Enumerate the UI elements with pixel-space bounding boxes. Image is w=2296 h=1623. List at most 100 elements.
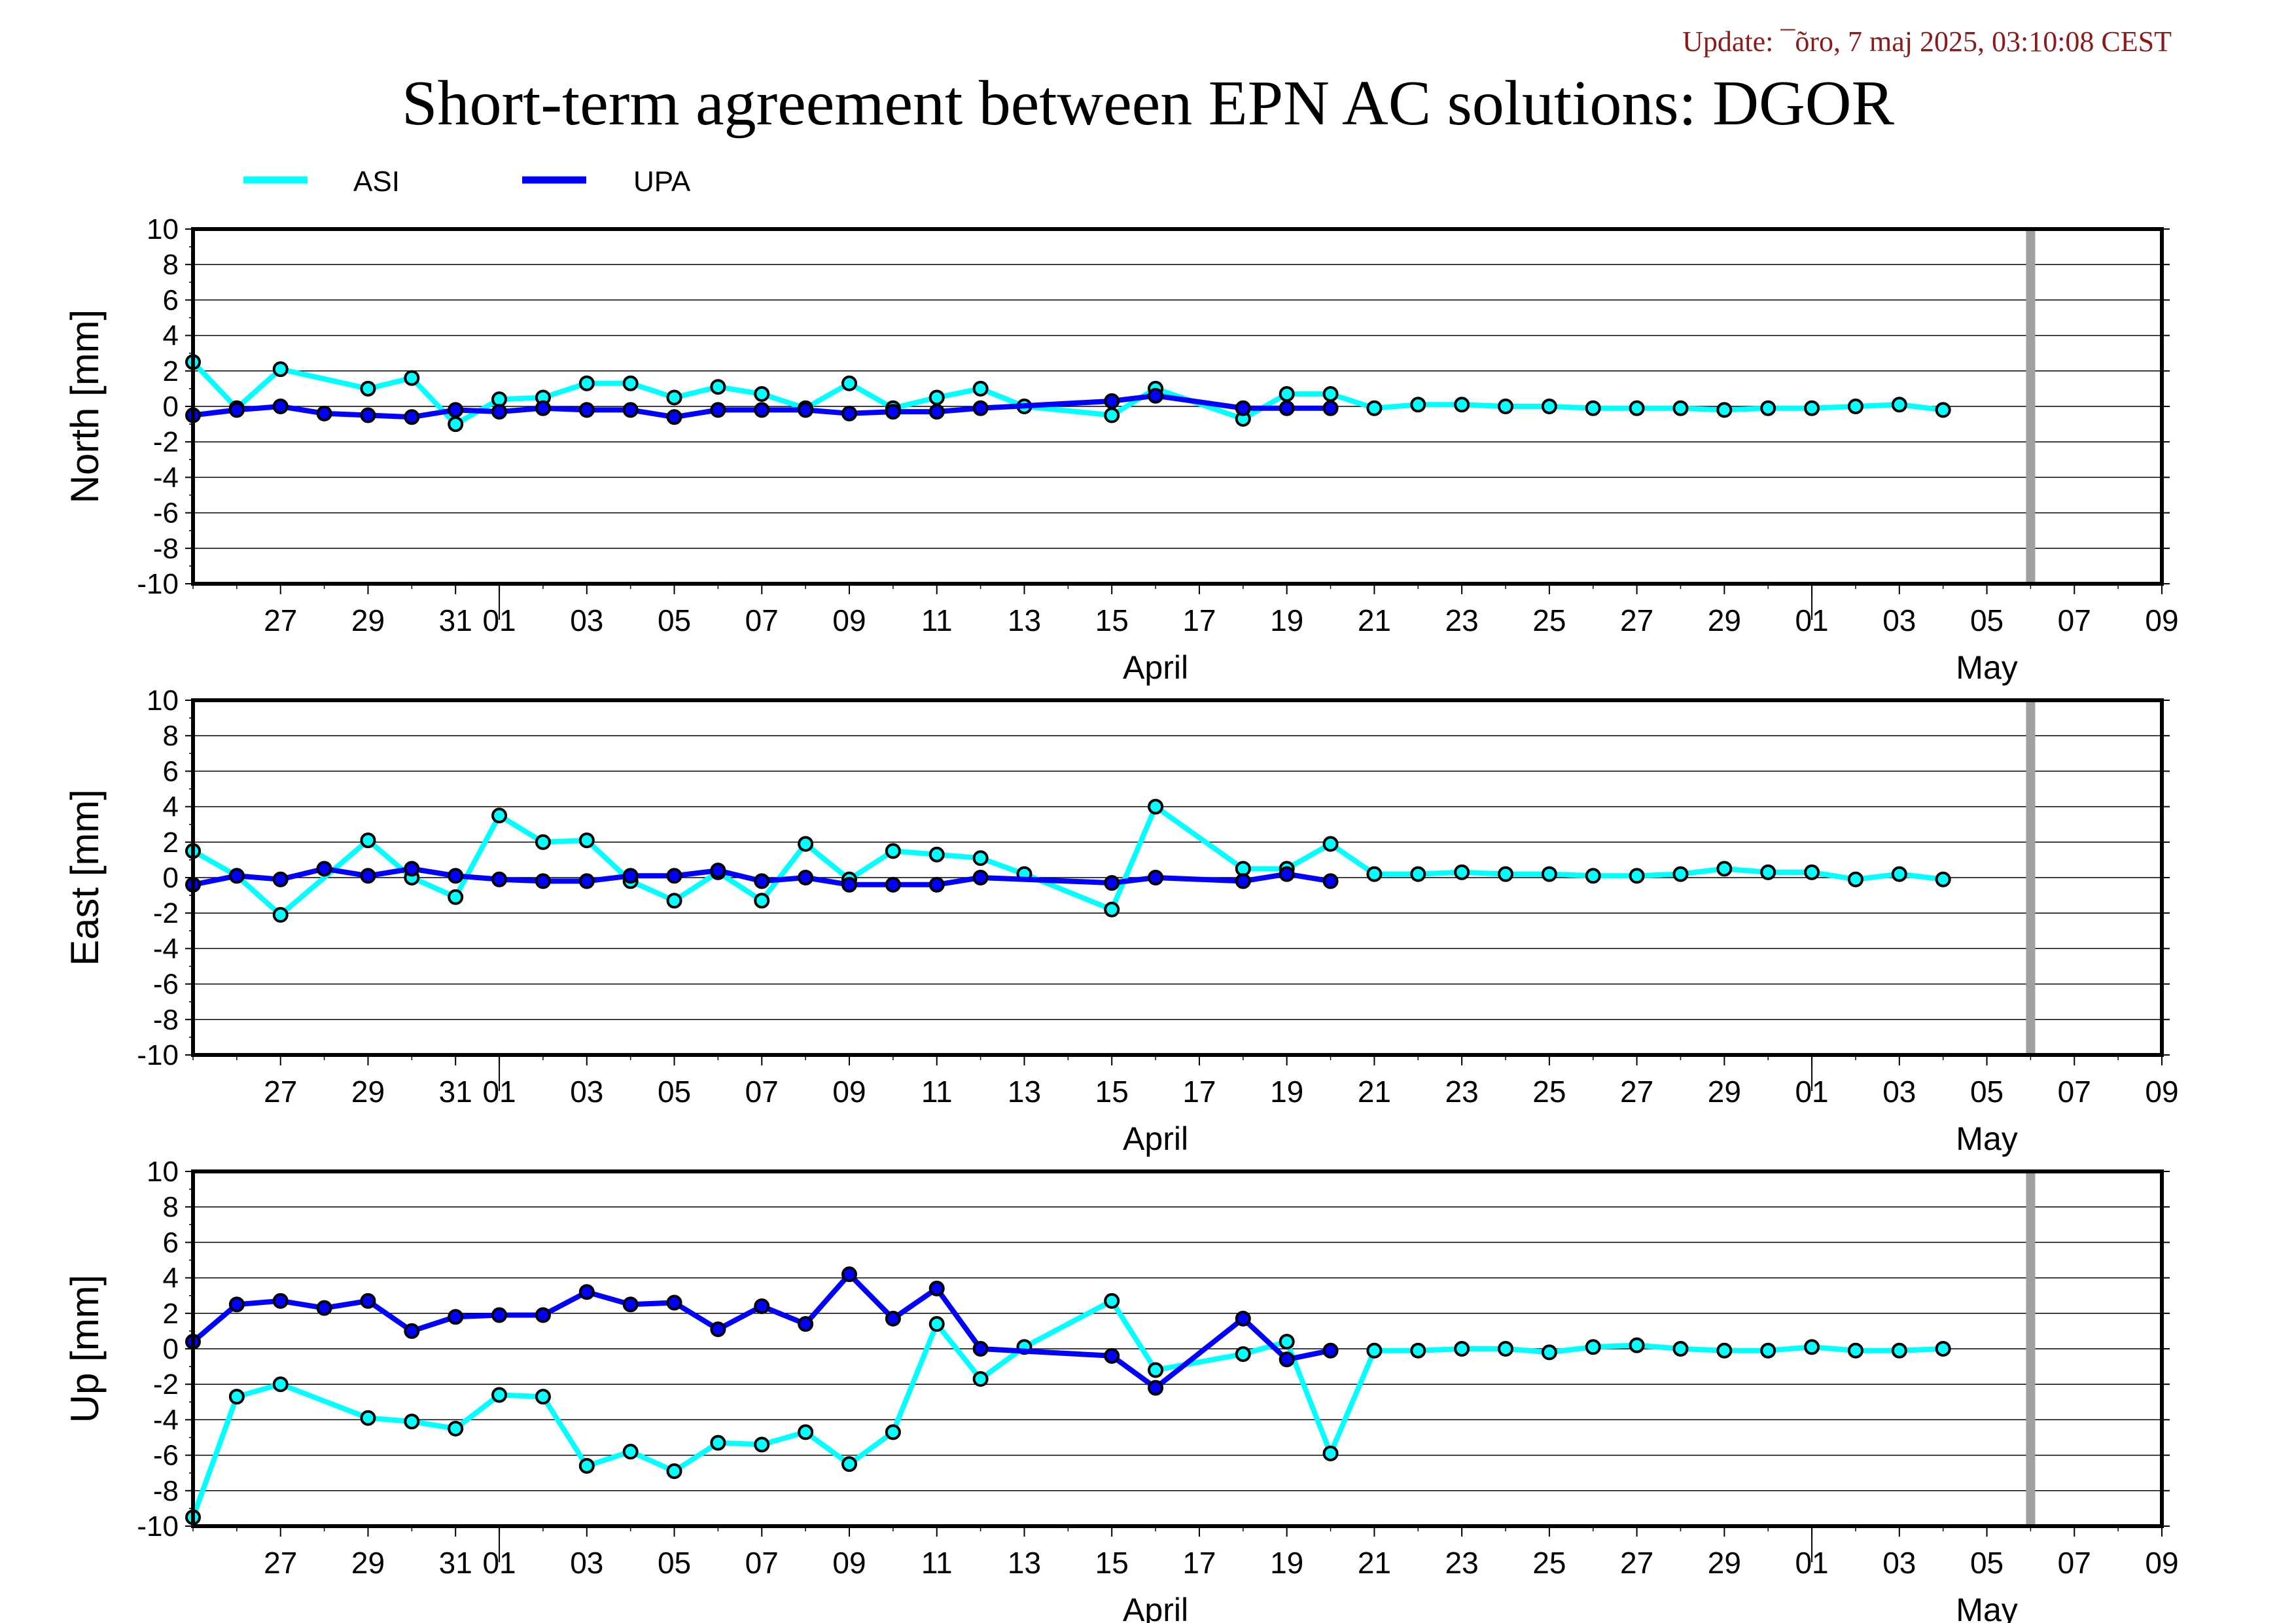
data-point-upa: [972, 870, 989, 885]
data-point-upa: [710, 1321, 726, 1338]
x-tick-label: 29: [1708, 603, 1741, 637]
y-tick-label: 4: [163, 320, 179, 352]
data-point-asi: [1847, 399, 1863, 414]
data-point-asi: [272, 361, 289, 378]
data-point-upa: [448, 868, 464, 884]
data-point-upa: [1148, 870, 1164, 885]
x-tick-label: 27: [264, 1546, 297, 1580]
data-point-upa: [404, 409, 420, 425]
data-point-upa: [841, 1266, 857, 1283]
data-point-asi: [1366, 400, 1383, 416]
data-point-upa: [841, 405, 857, 421]
x-tick-label: 05: [658, 1546, 691, 1580]
data-point-asi: [448, 416, 464, 433]
data-point-asi: [1935, 1341, 1951, 1357]
x-tick-label: 07: [745, 1075, 779, 1109]
x-tick-label: 27: [264, 1075, 297, 1109]
x-tick-label: 09: [2145, 1546, 2178, 1580]
data-point-upa: [622, 1296, 639, 1313]
data-point-asi: [1235, 1346, 1251, 1363]
x-tick-label: 07: [2058, 1546, 2091, 1580]
chart-title: Short-term agreement between EPN AC solu…: [402, 68, 1894, 139]
data-point-asi: [841, 375, 857, 391]
data-point-asi: [1585, 400, 1601, 416]
data-point-asi: [1322, 836, 1339, 852]
data-point-upa: [1148, 1380, 1164, 1396]
data-point-asi: [1847, 1342, 1863, 1359]
data-point-asi: [1891, 1342, 1907, 1359]
x-tick-label: 05: [1970, 1546, 2004, 1580]
y-tick-label: -6: [153, 969, 179, 1001]
data-point-asi: [578, 832, 595, 849]
x-tick-label: 07: [2058, 603, 2091, 637]
data-point-asi: [1804, 1339, 1820, 1355]
x-tick-label: 19: [1270, 1546, 1303, 1580]
y-axis-label: North [mm]: [63, 310, 107, 504]
x-tick-label: 03: [1882, 603, 1916, 637]
x-tick-label: 07: [745, 603, 779, 637]
data-point-asi: [272, 1376, 289, 1393]
data-point-upa: [272, 399, 289, 414]
data-point-upa: [1322, 873, 1339, 889]
data-point-upa: [928, 1280, 945, 1296]
data-point-asi: [1410, 1342, 1426, 1359]
plot-frame: [191, 227, 2164, 586]
y-axis-label: East [mm]: [63, 789, 107, 966]
data-point-asi: [841, 1456, 857, 1472]
data-point-asi: [1410, 397, 1426, 413]
data-point-asi: [491, 1387, 508, 1403]
data-point-asi: [1279, 1334, 1295, 1350]
y-tick-label: -4: [153, 461, 179, 493]
x-tick-label: 25: [1532, 603, 1566, 637]
x-tick-label: 11: [921, 603, 953, 637]
data-point-asi: [535, 1389, 551, 1405]
data-point-upa: [535, 400, 551, 416]
month-label: May: [1956, 1592, 2017, 1623]
data-point-upa: [578, 402, 595, 418]
data-point-asi: [360, 832, 376, 849]
data-point-upa: [578, 1284, 595, 1300]
data-point-upa: [448, 1309, 464, 1325]
data-point-upa: [1235, 873, 1251, 889]
x-tick-label: 09: [832, 1075, 866, 1109]
legend: ASI UPA: [243, 166, 691, 198]
data-point-asi: [1760, 400, 1776, 416]
data-point-asi: [228, 1389, 245, 1405]
data-point-upa: [578, 873, 595, 889]
data-point-upa: [491, 871, 508, 887]
y-tick-label: 0: [163, 862, 179, 894]
data-point-asi: [448, 1420, 464, 1436]
x-tick-label: 31: [439, 1546, 472, 1580]
x-tick-label: 27: [1620, 1546, 1653, 1580]
data-point-asi: [622, 1444, 639, 1460]
data-point-asi: [404, 370, 420, 386]
y-tick-label: 4: [163, 791, 179, 823]
data-point-asi: [1804, 400, 1820, 416]
data-point-asi: [666, 1463, 682, 1479]
x-tick-label: 05: [1970, 603, 2004, 637]
data-point-asi: [798, 836, 814, 852]
data-point-asi: [1804, 864, 1820, 880]
data-point-asi: [754, 893, 770, 909]
data-point-asi: [1104, 1293, 1120, 1309]
x-tick-label: 31: [439, 1075, 472, 1109]
data-point-upa: [404, 861, 420, 877]
data-point-asi: [798, 1424, 814, 1440]
data-point-upa: [1322, 400, 1339, 416]
series-line-asi: [190, 1298, 1946, 1520]
data-point-asi: [1148, 798, 1164, 815]
y-tick-label: 10: [147, 213, 179, 245]
data-point-asi: [885, 843, 901, 859]
x-tick-label: 27: [264, 603, 297, 637]
x-tick-label: 27: [1620, 1075, 1653, 1109]
data-point-upa: [885, 404, 901, 420]
x-tick-label: 29: [1708, 1075, 1741, 1109]
y-tick-label: 6: [163, 1226, 179, 1258]
data-point-asi: [1935, 871, 1951, 887]
data-point-upa: [1279, 1351, 1295, 1368]
month-label: May: [1956, 649, 2017, 686]
x-tick-label: 17: [1182, 1075, 1216, 1109]
data-point-upa: [754, 402, 770, 418]
data-point-upa: [228, 1296, 245, 1313]
